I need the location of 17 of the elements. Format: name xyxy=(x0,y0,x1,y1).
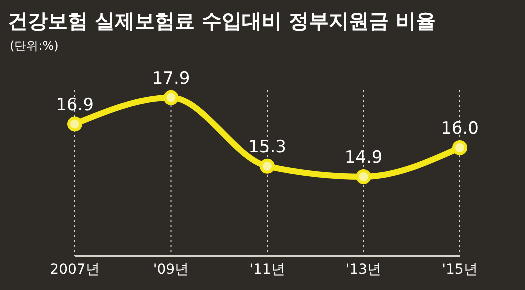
x-tick-label: '13년 xyxy=(346,262,382,278)
point xyxy=(452,140,468,156)
x-tick-label: 2007년 xyxy=(50,262,100,278)
x-tick-label: '15년 xyxy=(442,262,478,278)
point xyxy=(68,116,82,132)
point xyxy=(260,158,275,174)
data-label: 16.0 xyxy=(441,118,479,139)
data-label: 17.9 xyxy=(152,68,190,89)
point xyxy=(164,90,179,106)
x-tick-label: '09년 xyxy=(153,262,190,278)
data-label: 15.3 xyxy=(248,137,286,158)
chart-subtitle: (단위:%) xyxy=(10,38,59,55)
chart-title: 건강보험 실제보험료 수입대비 정부지원금 비율 xyxy=(8,8,436,35)
x-tick-label: '11년 xyxy=(250,262,286,278)
point xyxy=(356,169,372,184)
data-label: 14.9 xyxy=(344,148,383,168)
data-label: 16.9 xyxy=(56,95,94,116)
